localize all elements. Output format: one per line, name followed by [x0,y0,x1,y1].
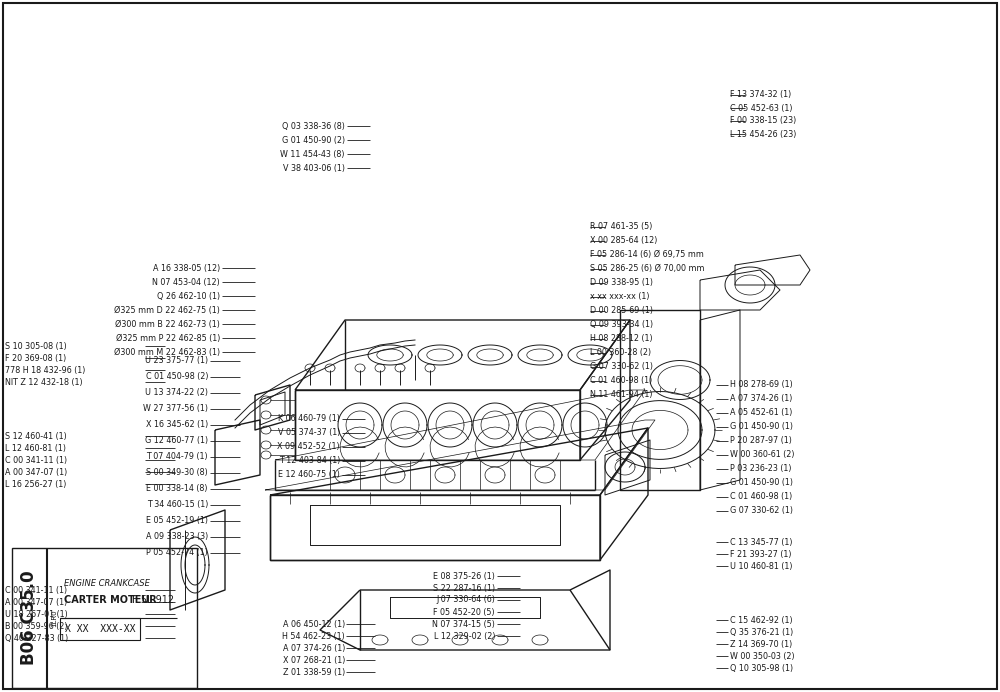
Text: W 00 350-03 (2): W 00 350-03 (2) [730,651,795,660]
Text: A 05 452-61 (1): A 05 452-61 (1) [730,408,792,417]
Text: J 07 330-64 (6): J 07 330-64 (6) [436,596,495,605]
Text: Ø325 mm P 22 462-85 (1): Ø325 mm P 22 462-85 (1) [116,334,220,343]
Text: Q 03 338-36 (8): Q 03 338-36 (8) [282,122,345,131]
Text: Q 40 227-83 (1): Q 40 227-83 (1) [5,633,68,642]
Text: A 09 338-23 (3): A 09 338-23 (3) [146,533,208,542]
Text: E 08 375-26 (1): E 08 375-26 (1) [433,572,495,581]
Text: E 05 452-19 (1): E 05 452-19 (1) [146,516,208,525]
Text: W 11 454-43 (8): W 11 454-43 (8) [280,149,345,158]
Text: Ø300 mm M 22 462-83 (1): Ø300 mm M 22 462-83 (1) [114,347,220,356]
Text: x xx xxx-xx (1): x xx xxx-xx (1) [590,293,650,302]
Text: H 08 288-12 (1): H 08 288-12 (1) [590,334,653,343]
Text: U 18 267-01 (1): U 18 267-01 (1) [5,610,68,619]
Text: K 06 460-79 (1): K 06 460-79 (1) [278,415,340,424]
Text: G 07 330-62 (1): G 07 330-62 (1) [590,363,653,372]
Text: H 08 278-69 (1): H 08 278-69 (1) [730,381,793,390]
Text: V 38 403-06 (1): V 38 403-06 (1) [283,163,345,172]
Text: S 22 287-16 (1): S 22 287-16 (1) [433,583,495,592]
Text: S 00 349-30 (8): S 00 349-30 (8) [146,468,208,477]
Text: Z 14 369-70 (1): Z 14 369-70 (1) [730,639,792,648]
Text: F 05 452-20 (5): F 05 452-20 (5) [433,608,495,617]
Text: C 01 460-98 (1): C 01 460-98 (1) [590,376,652,385]
Text: Q 35 376-21 (1): Q 35 376-21 (1) [730,628,793,637]
Text: P 05 452-74 (1): P 05 452-74 (1) [146,549,208,558]
Text: ENGINE CRANKCASE: ENGINE CRANKCASE [64,579,150,588]
Text: E 12 460-75 (1): E 12 460-75 (1) [278,471,340,480]
Text: N 07 374-15 (5): N 07 374-15 (5) [432,619,495,628]
Text: X 07 268-21 (1): X 07 268-21 (1) [283,655,345,664]
Text: B06 C35.0: B06 C35.0 [20,571,38,665]
Text: F 5L 912: F 5L 912 [132,595,174,605]
Text: G 01 450-90 (1): G 01 450-90 (1) [730,478,793,487]
Text: W 27 377-56 (1): W 27 377-56 (1) [143,405,208,414]
Text: V 05 374-37 (1): V 05 374-37 (1) [278,428,340,437]
Text: S 12 460-41 (1): S 12 460-41 (1) [5,432,67,441]
Text: N 07 453-04 (12): N 07 453-04 (12) [152,277,220,286]
Text: A 00 347-07 (1): A 00 347-07 (1) [5,468,67,477]
Bar [12,548,197,688]
Text: H 54 462-23 (1): H 54 462-23 (1) [282,632,345,641]
Text: G 07 330-62 (1): G 07 330-62 (1) [730,507,793,516]
Text: G 01 450-90 (2): G 01 450-90 (2) [282,136,345,145]
Text: NIT Z 12 432-18 (1): NIT Z 12 432-18 (1) [5,378,83,387]
Text: Q 26 462-10 (1): Q 26 462-10 (1) [157,291,220,300]
Text: C 05 452-63 (1): C 05 452-63 (1) [730,104,792,113]
Text: C 00 341-11 (1): C 00 341-11 (1) [5,455,67,464]
Text: U 13 374-22 (2): U 13 374-22 (2) [145,388,208,397]
Text: P 03 236-23 (1): P 03 236-23 (1) [730,464,792,473]
Text: C 00 341-11 (1): C 00 341-11 (1) [5,585,67,594]
Text: L 15 454-26 (23): L 15 454-26 (23) [730,129,796,138]
Text: C 01 460-98 (1): C 01 460-98 (1) [730,493,792,502]
Text: U 23 375-77 (1): U 23 375-77 (1) [145,356,208,365]
Text: A 07 374-26 (1): A 07 374-26 (1) [283,644,345,653]
Text: X XX  XXX-XX: X XX XXX-XX [65,624,135,634]
Text: G 01 450-90 (1): G 01 450-90 (1) [730,423,793,432]
Text: W 00 360-61 (2): W 00 360-61 (2) [730,450,794,459]
Text: L 12 460-81 (1): L 12 460-81 (1) [5,444,66,453]
Text: A 07 374-26 (1): A 07 374-26 (1) [730,394,792,403]
Text: T 12 403-84 (1): T 12 403-84 (1) [279,457,340,466]
Text: X 09 452-52 (1): X 09 452-52 (1) [277,442,340,451]
Text: D 09 338-95 (1): D 09 338-95 (1) [590,278,653,287]
Text: S 05 286-25 (6) Ø 70,00 mm: S 05 286-25 (6) Ø 70,00 mm [590,264,704,273]
Text: F 20 369-08 (1): F 20 369-08 (1) [5,354,66,363]
Text: L 16 256-27 (1): L 16 256-27 (1) [5,480,66,489]
Text: B 00 359-96 (2): B 00 359-96 (2) [5,621,68,630]
Text: Ø300 mm B 22 462-73 (1): Ø300 mm B 22 462-73 (1) [115,320,220,329]
Text: D 00 285-69 (1): D 00 285-69 (1) [590,307,653,316]
Text: X 16 345-62 (1): X 16 345-62 (1) [146,421,208,430]
Text: CARTER MOTEUR: CARTER MOTEUR [64,595,157,605]
Text: X 00 285-64 (12): X 00 285-64 (12) [590,237,657,246]
Text: G 12 460-77 (1): G 12 460-77 (1) [145,437,208,446]
Text: P 20 287-97 (1): P 20 287-97 (1) [730,437,792,446]
Text: A 06 450-12 (1): A 06 450-12 (1) [283,619,345,628]
Text: T 07 404-79 (1): T 07 404-79 (1) [146,453,208,462]
Bar [60,618,140,640]
Text: C 13 345-77 (1): C 13 345-77 (1) [730,538,792,547]
Text: S 10 305-08 (1): S 10 305-08 (1) [5,341,67,351]
Text: U 10 460-81 (1): U 10 460-81 (1) [730,561,792,570]
Text: 778 H 18 432-96 (1): 778 H 18 432-96 (1) [5,365,85,374]
Text: L 00 360-28 (2): L 00 360-28 (2) [590,349,651,358]
Text: Z 01 338-59 (1): Z 01 338-59 (1) [283,668,345,677]
Text: F 05 286-14 (6) Ø 69,75 mm: F 05 286-14 (6) Ø 69,75 mm [590,251,704,260]
Text: Ø325 mm D 22 462-75 (1): Ø325 mm D 22 462-75 (1) [114,305,220,314]
Text: Q 10 305-98 (1): Q 10 305-98 (1) [730,664,793,673]
Text: 1LR0: 1LR0 [51,609,57,627]
Text: L 12 329-02 (2): L 12 329-02 (2) [434,632,495,641]
Text: Q 09 393-34 (1): Q 09 393-34 (1) [590,320,653,329]
Text: R 07 461-35 (5): R 07 461-35 (5) [590,223,652,232]
Text: F 21 393-27 (1): F 21 393-27 (1) [730,549,792,558]
Text: C 15 462-92 (1): C 15 462-92 (1) [730,615,793,624]
Text: A 00 347-07 (1): A 00 347-07 (1) [5,597,67,606]
Text: T 34 460-15 (1): T 34 460-15 (1) [147,500,208,509]
Text: A 16 338-05 (12): A 16 338-05 (12) [153,264,220,273]
Text: F 13 374-32 (1): F 13 374-32 (1) [730,91,791,100]
Text: C 01 450-98 (2): C 01 450-98 (2) [146,372,208,381]
Text: F 00 338-15 (23): F 00 338-15 (23) [730,116,796,125]
Text: N 11 461-94 (1): N 11 461-94 (1) [590,390,652,399]
Text: E 00 338-14 (8): E 00 338-14 (8) [146,484,208,493]
